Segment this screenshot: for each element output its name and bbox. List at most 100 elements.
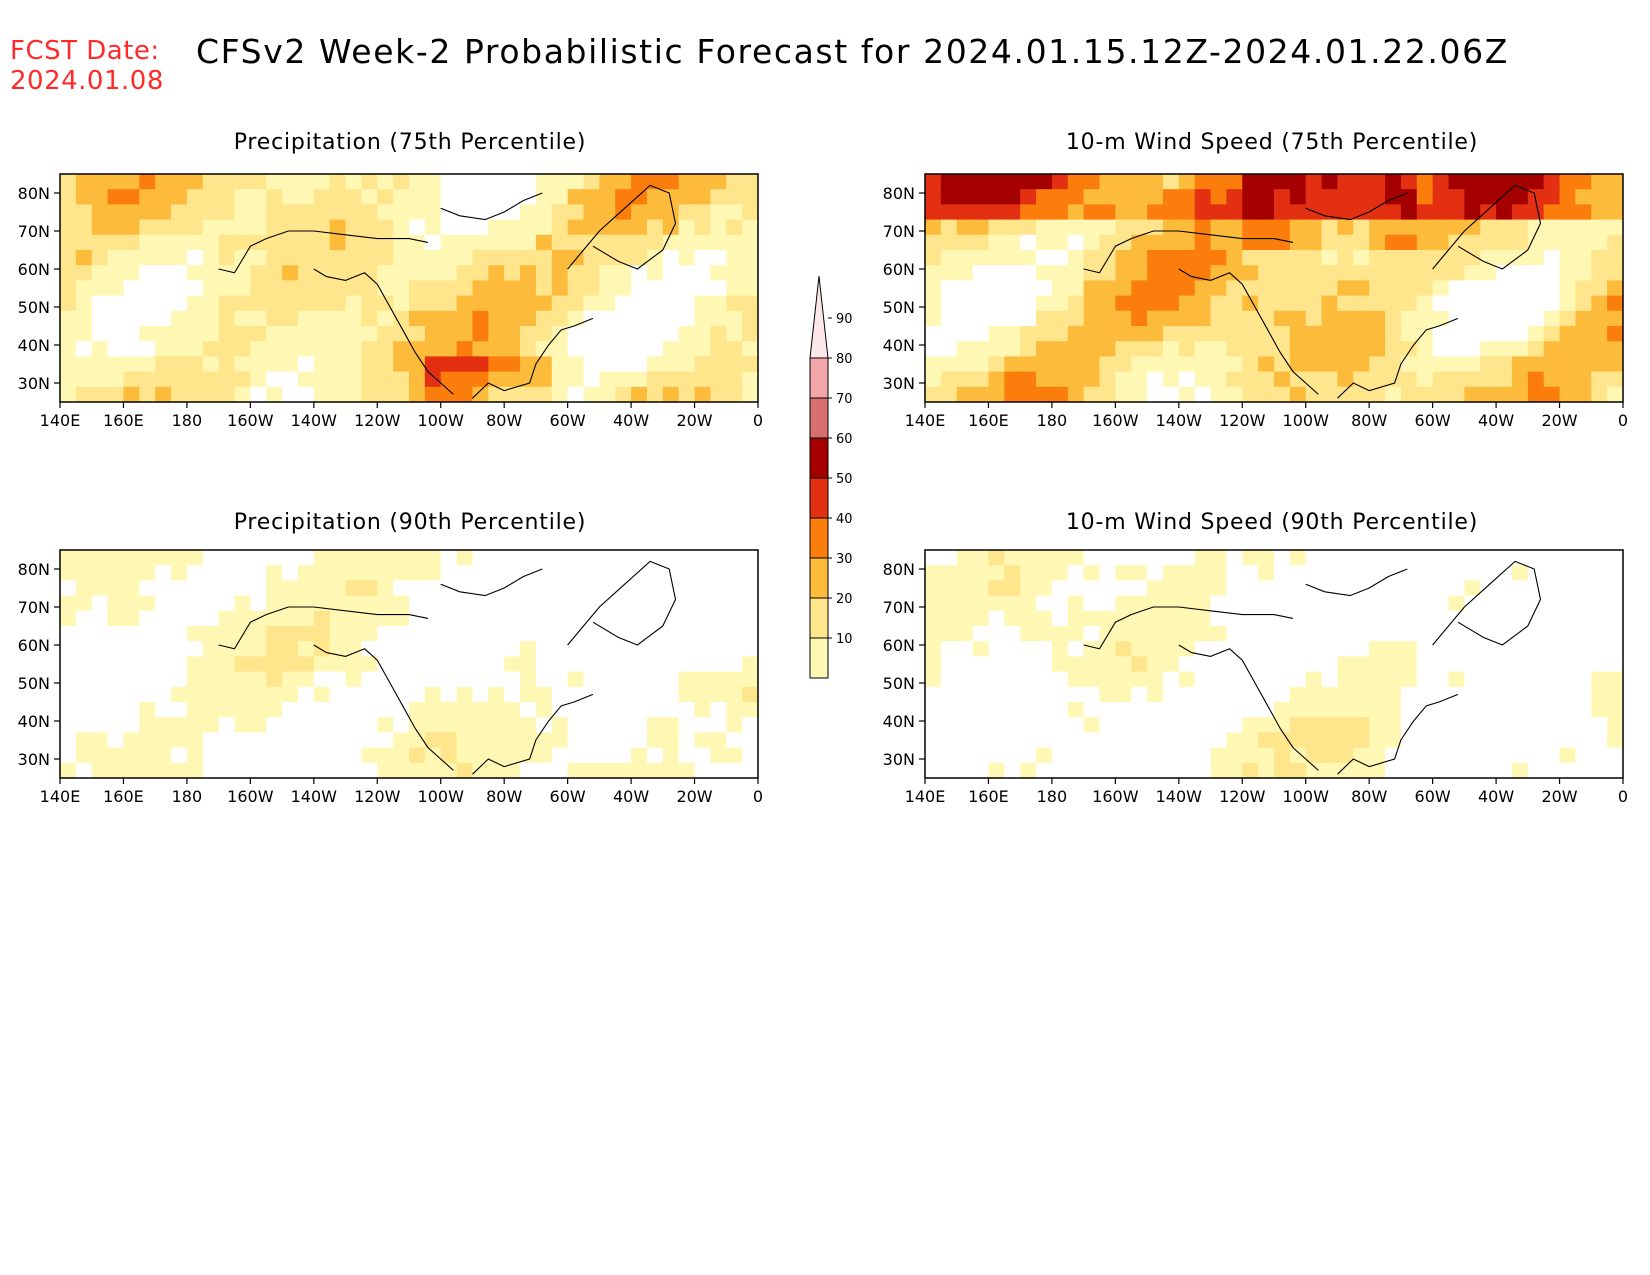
panel-title-wind-90: 10-m Wind Speed (90th Percentile) [1065,510,1479,535]
lat-tick-label: 60N [883,636,915,655]
coastline [1337,693,1459,775]
shaded-field [925,550,1623,778]
coastline [472,693,594,775]
lon-tick-label: 80W [486,411,522,430]
lon-tick-label: 40W [613,411,649,430]
colorbar-level-label: 90 [836,312,853,327]
lon-tick-label: 180 [172,787,203,806]
coastline [1432,560,1542,646]
coastline [1178,644,1319,771]
colorbar-segment [809,357,829,399]
coastline [567,560,677,646]
map-panel-precip-75: 80N 70N 60N 50N 40N 30N 140E 160E 180 160W 140W 120… [18,173,763,430]
lat-tick-label: 50N [18,298,50,317]
coastline [1305,192,1408,221]
lat-tick-label: 70N [883,222,915,241]
coastline [218,606,429,650]
lon-tick-label: 180 [1037,787,1068,806]
coastline [218,230,429,274]
lon-tick-label: 140E [905,411,946,430]
colorbar-segment [809,477,829,519]
lat-tick-label: 30N [883,750,915,769]
lat-tick-label: 30N [883,374,915,393]
lon-tick-label: 160W [227,411,274,430]
shaded-field [60,174,758,402]
map-frame [924,549,1624,779]
shaded-field [925,174,1623,402]
map-panel-wind-75: 80N 70N 60N 50N 40N 30N 140E 160E 180 160W 140W 120… [883,173,1628,430]
lon-tick-label: 40W [613,787,649,806]
lon-tick-label: 180 [172,411,203,430]
colorbar-segment [809,637,829,679]
colorbar-level-label: 30 [836,552,853,567]
lon-tick-label: 40W [1478,787,1514,806]
lon-tick-label: 160W [1092,411,1139,430]
colorbar-level-label: 40 [836,512,853,527]
panel-title-precip-90: Precipitation (90th Percentile) [233,510,587,535]
lon-tick-label: 160W [1092,787,1139,806]
lon-tick-label: 100W [418,411,465,430]
lon-tick-label: 60W [1415,787,1451,806]
coastline [313,644,454,771]
lon-tick-label: 120W [1219,787,1266,806]
lat-tick-label: 60N [883,260,915,279]
lon-tick-label: 0 [753,787,763,806]
lat-tick-label: 60N [18,636,50,655]
forecast-date-label: FCST Date: [10,36,160,66]
lon-tick-label: 80W [1351,787,1387,806]
panel-title-precip-75: Precipitation (75th Percentile) [233,130,587,155]
lat-tick-label: 40N [883,712,915,731]
lon-tick-label: 80W [486,787,522,806]
colorbar-max-cap [809,275,829,359]
lon-tick-label: 100W [1283,411,1330,430]
lon-tick-label: 120W [354,787,401,806]
lon-tick-label: 0 [1618,787,1628,806]
coastline [472,317,594,399]
coastline [440,568,543,597]
map-frame [59,173,759,403]
map-panel-wind-90: 80N 70N 60N 50N 40N 30N 140E 160E 180 160W 140W 120… [883,549,1628,806]
lon-tick-label: 60W [1415,411,1451,430]
colorbar-level-label: 60 [836,432,853,447]
colorbar-level-label: 20 [836,592,853,607]
lon-tick-label: 140E [40,787,81,806]
lon-tick-label: 20W [1541,411,1577,430]
lon-tick-label: 120W [354,411,401,430]
coastline [1178,268,1319,395]
coastline [1337,317,1459,399]
lat-tick-label: 80N [18,184,50,203]
lon-tick-label: 20W [676,787,712,806]
lat-tick-label: 40N [18,336,50,355]
lat-tick-label: 70N [18,222,50,241]
lon-tick-label: 140W [1156,411,1203,430]
lat-tick-label: 40N [18,712,50,731]
lon-tick-label: 160E [968,787,1009,806]
lon-tick-label: 140W [291,411,338,430]
colorbar-segment [809,597,829,639]
lat-tick-label: 30N [18,750,50,769]
main-title: CFSv2 Week-2 Probabilistic Forecast for … [196,32,1509,71]
lat-tick-label: 70N [18,598,50,617]
lon-tick-label: 160W [227,787,274,806]
colorbar-level-label: 80 [836,352,853,367]
lon-tick-label: 60W [550,411,586,430]
forecast-date-value: 2024.01.08 [10,66,164,96]
lat-tick-label: 30N [18,374,50,393]
shaded-field [60,550,758,778]
coastline [313,268,454,395]
colorbar-level-label: 10 [836,632,853,647]
coastline [567,184,677,270]
lon-tick-label: 40W [1478,411,1514,430]
lon-tick-label: 160E [103,787,144,806]
coastline [1083,230,1294,274]
lon-tick-label: 140W [291,787,338,806]
lat-tick-label: 70N [883,598,915,617]
lat-tick-label: 80N [883,184,915,203]
lon-tick-label: 0 [1618,411,1628,430]
colorbar-level-label: 50 [836,472,853,487]
coastline [440,192,543,221]
colorbar-segment [809,437,829,479]
lon-tick-label: 100W [418,787,465,806]
